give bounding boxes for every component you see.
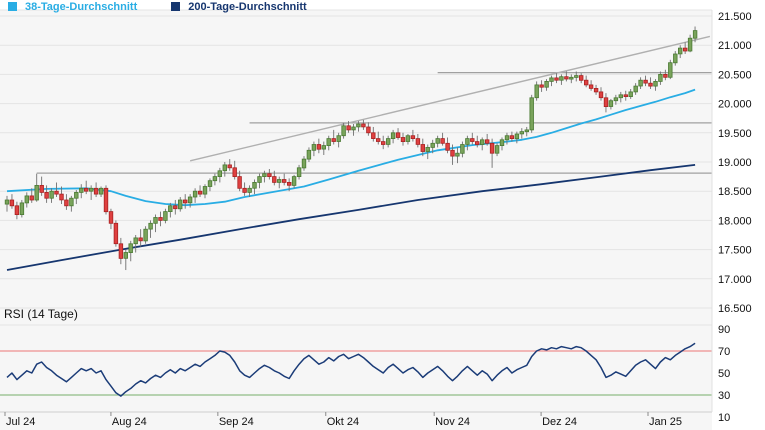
- svg-text:Dez 24: Dez 24: [542, 416, 577, 428]
- svg-text:90: 90: [718, 324, 730, 336]
- svg-text:19.500: 19.500: [718, 128, 752, 140]
- svg-text:20.500: 20.500: [718, 69, 752, 81]
- svg-text:16.500: 16.500: [718, 303, 752, 315]
- svg-text:18.500: 18.500: [718, 186, 752, 198]
- rsi-title: RSI (14 Tage): [4, 307, 78, 321]
- legend-label-ma200: 200-Tage-Durchschnitt: [188, 0, 307, 13]
- legend-swatch-ma200-icon: [171, 2, 181, 11]
- svg-text:Jul 24: Jul 24: [6, 416, 35, 428]
- svg-text:50: 50: [718, 368, 730, 380]
- svg-text:19.000: 19.000: [718, 157, 752, 169]
- svg-text:18.000: 18.000: [718, 215, 752, 227]
- svg-text:21.500: 21.500: [718, 11, 752, 23]
- legend: 38-Tage-Durchschnitt 200-Tage-Durchschni…: [8, 0, 341, 13]
- svg-text:Aug 24: Aug 24: [112, 416, 147, 428]
- legend-label-ma38: 38-Tage-Durchschnitt: [25, 0, 138, 13]
- svg-text:20.000: 20.000: [718, 99, 752, 111]
- svg-text:10: 10: [718, 412, 730, 424]
- legend-swatch-ma38-icon: [8, 2, 17, 11]
- svg-text:Sep 24: Sep 24: [219, 416, 254, 428]
- legend-item-ma38: 38-Tage-Durchschnitt: [8, 1, 137, 13]
- svg-text:70: 70: [718, 346, 730, 358]
- svg-text:21.000: 21.000: [718, 40, 752, 52]
- svg-text:17.500: 17.500: [718, 245, 752, 257]
- svg-text:Nov 24: Nov 24: [435, 416, 470, 428]
- legend-item-ma200: 200-Tage-Durchschnitt: [171, 0, 307, 13]
- svg-text:Jan 25: Jan 25: [649, 416, 682, 428]
- svg-text:Okt 24: Okt 24: [327, 416, 359, 428]
- svg-text:17.000: 17.000: [718, 274, 752, 286]
- svg-text:30: 30: [718, 390, 730, 402]
